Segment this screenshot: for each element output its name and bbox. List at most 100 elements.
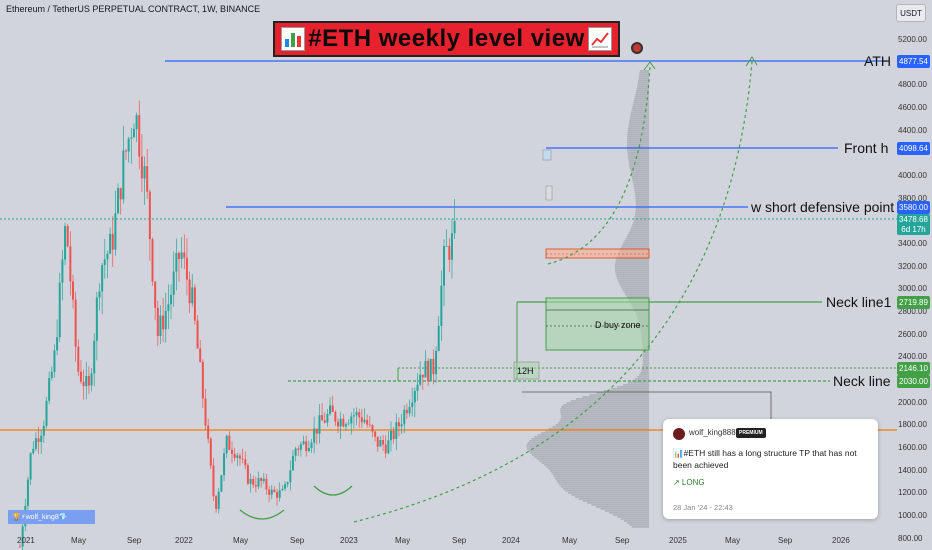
volume-profile-bar <box>638 78 649 80</box>
candle-body <box>408 406 411 414</box>
candle-body <box>180 252 183 260</box>
volume-profile-bar <box>642 350 649 352</box>
volume-profile-bar <box>635 194 649 196</box>
volume-profile-bar <box>642 360 649 362</box>
candle-body <box>26 479 29 506</box>
candle-body <box>220 475 223 492</box>
candle-body <box>350 416 353 424</box>
idea-card[interactable]: wolf_king888 PREMIUM 📊#ETH still has a l… <box>663 419 878 519</box>
volume-profile-bar <box>632 104 649 106</box>
mid-box <box>545 185 553 201</box>
candle-body <box>191 287 194 304</box>
volume-profile-bar <box>603 390 649 392</box>
volume-profile-bar <box>637 86 649 88</box>
candle-body <box>127 138 130 152</box>
candle-body <box>135 115 138 129</box>
volume-profile-bar <box>634 378 649 380</box>
candle-body <box>188 279 191 304</box>
volume-profile-bar <box>615 270 649 272</box>
author-watermark: 🏆⚡wolf_king8💎 <box>8 510 95 524</box>
volume-profile-bar <box>627 234 649 236</box>
candle-body <box>72 281 74 300</box>
candle-body <box>334 411 337 422</box>
candle-body <box>450 233 453 260</box>
candle-body <box>151 239 154 282</box>
volume-profile-bar <box>571 494 649 496</box>
candle-body <box>74 299 77 347</box>
volume-profile-bar <box>544 464 649 466</box>
volume-profile-bar <box>614 264 649 266</box>
ath-label: ATH <box>864 53 891 69</box>
volume-profile-bar <box>639 374 649 376</box>
candle-body <box>56 337 59 351</box>
volume-profile-bar <box>586 502 649 504</box>
avatar <box>673 428 685 440</box>
volume-profile-bar <box>633 184 649 186</box>
volume-profile-bar <box>630 112 649 114</box>
volume-profile-bar <box>628 162 649 164</box>
candle-body <box>387 440 390 454</box>
candle-body <box>310 442 313 448</box>
volume-profile-bar <box>609 512 649 514</box>
candle-body <box>119 188 122 200</box>
volume-profile-bar <box>531 438 649 440</box>
card-username[interactable]: wolf_king888 <box>689 428 736 437</box>
volume-profile-bar <box>613 514 649 516</box>
volume-profile-bar <box>534 436 649 438</box>
volume-profile-bar <box>551 472 649 474</box>
candle-body <box>321 415 324 421</box>
candle-body <box>416 384 419 391</box>
candle-body <box>352 415 355 417</box>
premium-badge: PREMIUM <box>736 428 766 438</box>
volume-profile-bar <box>600 508 649 510</box>
candle-body <box>50 371 53 379</box>
time-tick: May <box>395 536 411 545</box>
candle-body <box>183 252 186 258</box>
volume-profile-bar <box>627 154 649 156</box>
volume-profile-bar <box>623 242 649 244</box>
volume-profile-bar <box>578 498 649 500</box>
candle-body <box>146 166 149 192</box>
price-tick: 5200.00 <box>898 35 927 45</box>
volume-profile-bar <box>627 134 649 136</box>
volume-profile-bar <box>617 516 649 518</box>
candle-body <box>400 424 403 427</box>
volume-profile-bar <box>628 122 649 124</box>
currency-button[interactable]: USDT <box>896 4 926 22</box>
volume-profile-bar <box>639 74 649 76</box>
volume-profile-bar <box>630 172 649 174</box>
candle-body <box>162 315 165 330</box>
upper-neck-price-tag: 2146.10 <box>897 362 930 375</box>
volume-profile-bar <box>639 72 649 74</box>
volume-profile-bar <box>616 258 649 260</box>
volume-profile-bar <box>541 462 649 464</box>
volume-profile-bar <box>589 394 649 396</box>
volume-profile-bar <box>636 88 649 90</box>
volume-profile-bar <box>629 120 649 122</box>
volume-profile-bar <box>604 510 649 512</box>
candle-body <box>246 465 249 484</box>
volume-profile-bar <box>630 114 649 116</box>
volume-profile-bar <box>549 470 649 472</box>
candle-body <box>199 348 202 362</box>
candle-body <box>196 320 199 349</box>
candle-body <box>403 409 406 425</box>
bottom-arc-2 <box>313 485 353 496</box>
candle-body <box>106 253 109 260</box>
candle-body <box>244 459 247 466</box>
volume-profile-bar <box>632 224 649 226</box>
candle-body <box>117 188 120 214</box>
candle-body <box>445 246 448 247</box>
volume-profile-bar <box>634 98 649 100</box>
volume-profile-bar <box>626 522 649 524</box>
h12-label: 12H <box>517 366 534 376</box>
candle-body <box>93 340 96 374</box>
candle-body <box>323 420 326 423</box>
candle-body <box>260 478 263 482</box>
candle-body <box>382 439 385 445</box>
candle-body <box>265 478 268 490</box>
candle-body <box>207 425 210 439</box>
candle-body <box>132 128 135 138</box>
volume-profile-bar <box>628 124 649 126</box>
